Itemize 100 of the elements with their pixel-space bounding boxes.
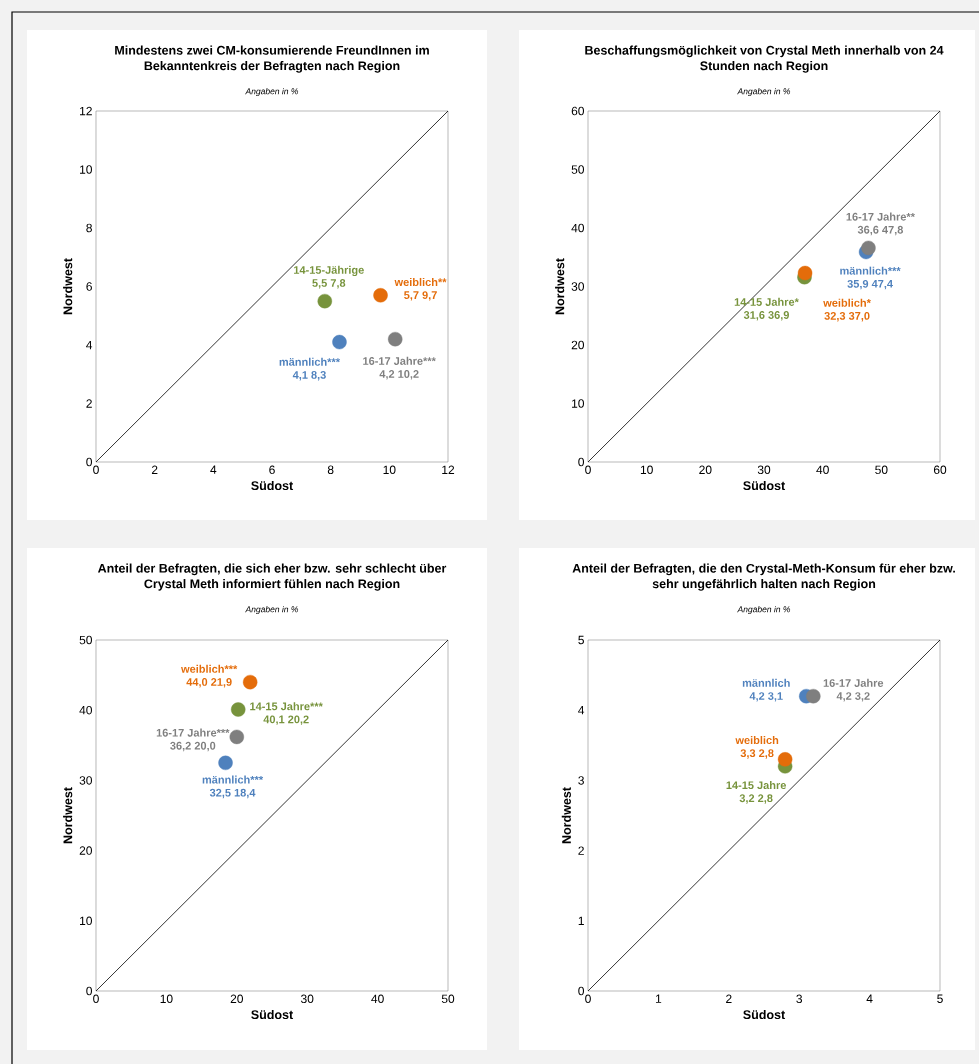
- y-tick-label: 30: [571, 282, 585, 291]
- x-tick-label: 8: [327, 465, 334, 475]
- y-tick-label: 4: [86, 340, 93, 350]
- data-label: 4,1 8,3: [292, 371, 326, 381]
- x-tick-label: 2: [726, 994, 732, 1003]
- x-tick-label: 10: [383, 465, 396, 475]
- point: [242, 674, 258, 690]
- series-label: männlich***: [840, 266, 901, 275]
- data-label: 44,0 21,9: [186, 678, 232, 688]
- data-label: 32,5 18,4: [209, 788, 256, 799]
- x-tick-label: 0: [93, 465, 99, 475]
- y-tick-label: 30: [79, 776, 92, 785]
- x-tick-label: 6: [269, 465, 275, 475]
- y-tick-label: 0: [86, 457, 92, 467]
- y-axis-title: Nordwest: [63, 787, 73, 844]
- data-label: 32,3 37,0: [824, 312, 870, 322]
- point: [861, 240, 876, 256]
- text: 14-15-Jährige: [294, 265, 364, 277]
- x-tick-label: 20: [699, 465, 712, 475]
- y-tick-label: 3: [578, 776, 584, 785]
- x-tick-label: 4: [866, 994, 873, 1003]
- y-tick-label: 8: [86, 223, 92, 233]
- y-tick-label: 0: [578, 457, 585, 467]
- x-tick-label: 40: [371, 994, 384, 1004]
- chart-subtitle: Angaben in %: [245, 606, 299, 614]
- y-tick-label: 50: [571, 165, 585, 174]
- y-axis-title: Nordwest: [561, 787, 571, 844]
- x-axis-title: Südost: [743, 480, 786, 491]
- chart-subtitle: Angaben in %: [737, 606, 791, 614]
- series-label: 16-17 Jahre***: [156, 728, 230, 737]
- series-label: männlich***: [202, 775, 264, 784]
- series-label: 16-17 Jahre***: [363, 356, 436, 365]
- x-tick-label: 5: [937, 994, 943, 1003]
- chart-title: Anteil der Befragten, die den Crystal-Meth-Konsum für eher bzw. sehr ungefährlich halten nach Region: [572, 563, 955, 591]
- point: [317, 293, 332, 309]
- series-label: 16-17 Jahre: [823, 678, 884, 687]
- x-tick-label: 20: [230, 994, 244, 1004]
- y-tick-label: 12: [80, 106, 92, 116]
- y-tick-label: 50: [79, 635, 92, 645]
- y-tick-label: 2: [86, 399, 92, 408]
- series-label: weiblich***: [181, 664, 238, 673]
- chart-subtitle: Angaben in %: [245, 88, 299, 96]
- x-tick-label: 10: [160, 994, 173, 1004]
- point: [806, 688, 821, 704]
- data-label: 4,2 3,2: [836, 692, 870, 702]
- series-label: männlich: [742, 678, 790, 687]
- data-label: 5,7 9,7: [404, 291, 437, 301]
- data-label: 36,6 47,8: [857, 225, 904, 236]
- x-tick-label: 30: [757, 465, 771, 475]
- chart-subtitle: Angaben in %: [737, 88, 791, 96]
- y-tick-label: 10: [80, 165, 92, 174]
- point: [229, 729, 244, 745]
- chart-title: Mindestens zwei CM-konsumierende FreundInnen im Bekanntenkreis der Befragten nach Region: [115, 45, 429, 73]
- data-label: 3,2 2,8: [739, 794, 773, 804]
- y-tick-label: 0: [86, 986, 92, 996]
- y-axis-title: Nordwest: [63, 258, 73, 315]
- y-tick-label: 10: [80, 916, 92, 926]
- x-tick-label: 1: [655, 994, 662, 1003]
- x-tick-label: 50: [875, 465, 888, 475]
- x-tick-label: 30: [300, 994, 314, 1004]
- point: [777, 752, 793, 767]
- data-label: 4,2 3,1: [749, 692, 783, 702]
- x-tick-label: 60: [933, 465, 947, 475]
- series-label: 14-15 Jahre: [726, 781, 786, 790]
- x-tick-label: 3: [796, 994, 803, 1004]
- y-axis-title: Nordwest: [555, 258, 565, 315]
- y-tick-label: 20: [79, 846, 92, 855]
- data-label: 3,3 2,8: [740, 749, 774, 759]
- data-label: 36,2 20,0: [170, 741, 216, 752]
- y-tick-label: 20: [571, 340, 585, 350]
- x-axis-title: Südost: [743, 1009, 786, 1020]
- point: [332, 334, 347, 350]
- data-label: 4,2 10,2: [379, 370, 419, 380]
- y-tick-label: 6: [86, 282, 92, 291]
- y-tick-label: 5: [578, 635, 584, 645]
- data-label: 35,9 47,4: [847, 279, 893, 290]
- series-label: männlich***: [279, 357, 341, 366]
- point: [231, 702, 246, 717]
- point: [797, 265, 813, 281]
- y-tick-label: 40: [571, 223, 585, 233]
- y-tick-label: 4: [578, 706, 585, 715]
- y-tick-label: 40: [79, 705, 92, 715]
- chart-title: Beschaffungsmöglichkeit von Crystal Meth innerhalb von 24 Stunden nach Region: [585, 45, 944, 73]
- text: weiblich*: [823, 298, 871, 307]
- y-tick-label: 1: [578, 916, 584, 925]
- point: [388, 331, 403, 347]
- y-tick-label: 10: [572, 399, 585, 408]
- data-label: 5,5 7,8: [312, 279, 346, 289]
- series-label: weiblich: [735, 736, 779, 745]
- x-tick-label: 40: [816, 465, 829, 475]
- y-tick-label: 0: [578, 986, 585, 996]
- x-tick-label: 12: [442, 465, 455, 474]
- x-tick-label: 4: [210, 465, 217, 474]
- text: 16-17 Jahre**: [846, 212, 915, 221]
- series-label: 14-15 Jahre***: [250, 702, 323, 711]
- x-tick-label: 50: [441, 994, 455, 1004]
- x-tick-label: 0: [93, 994, 99, 1004]
- x-tick-label: 10: [640, 465, 653, 475]
- series-label: weiblich**: [394, 277, 447, 287]
- chart-title: Anteil der Befragten, die sich eher bzw. sehr schlecht über Crystal Meth informiert fühlen nach Region: [97, 563, 447, 591]
